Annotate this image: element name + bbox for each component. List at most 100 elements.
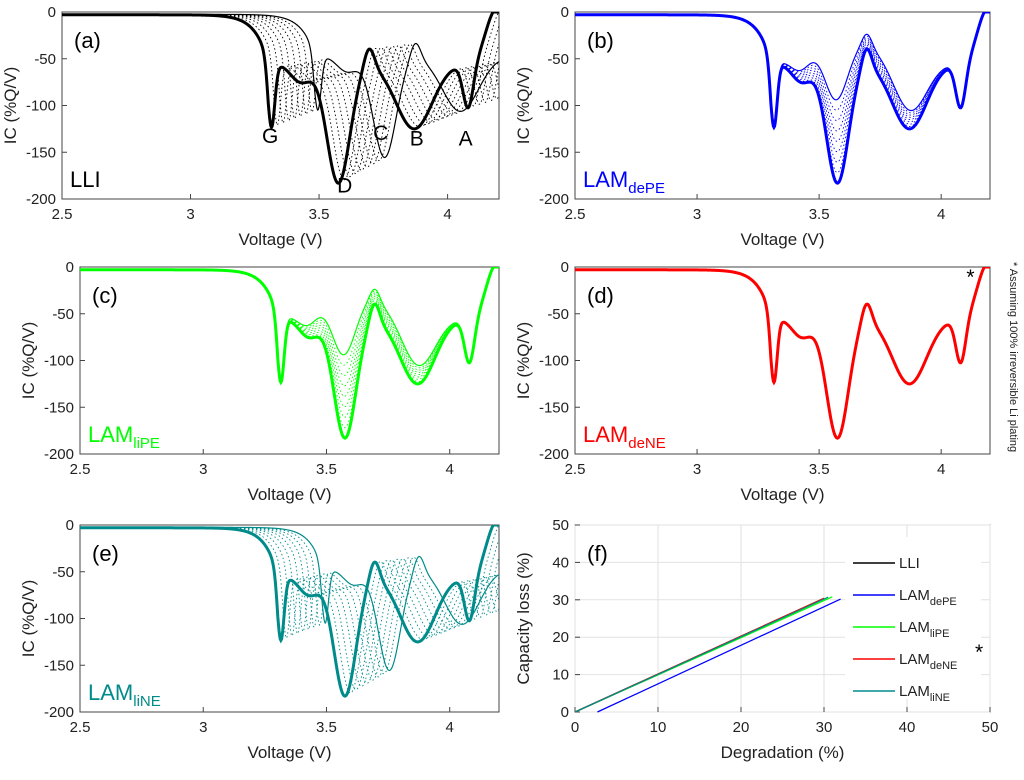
ic-curve-pristine <box>575 12 990 185</box>
x-tick-label: 3 <box>186 206 194 223</box>
y-axis-label: IC (%Q/V) <box>514 67 533 144</box>
y-tick-label: -50 <box>547 51 569 68</box>
x-tick-label: 2.5 <box>52 206 73 223</box>
x-axis-label: Voltage (V) <box>247 485 331 504</box>
y-axis-label: Capacity loss (%) <box>514 552 533 684</box>
x-axis-label: Voltage (V) <box>740 485 824 504</box>
legend-entry-main: LAM <box>899 587 930 604</box>
ic-curve-aged <box>80 527 499 687</box>
capacity-line <box>574 596 829 713</box>
legend-entry: LAMliPE <box>899 619 949 640</box>
x-tick-label: 3 <box>199 719 207 736</box>
series-group <box>62 12 499 185</box>
footnote: * Assuming 100% irreversible Li plating <box>1007 262 1019 452</box>
ic-curve-pristine <box>80 267 499 440</box>
ic-curve-aged <box>80 267 499 381</box>
panel-label: (d) <box>587 283 614 308</box>
series-group <box>80 525 499 698</box>
x-axis-label: Voltage (V) <box>238 230 322 249</box>
plot-frame <box>61 11 500 200</box>
panel-label: (a) <box>74 28 101 53</box>
panel-f: 0 10 20 30 40 50 0 10 20 30 40 50 Degradation (%) Cap… <box>514 517 998 762</box>
series-label-sub: liNE <box>133 693 161 710</box>
plot-frame <box>574 11 991 200</box>
legend-entry-main: LAM <box>899 683 930 700</box>
y-axis-label: IC (%Q/V) <box>19 580 38 657</box>
x-tick-label: 3.5 <box>316 461 337 478</box>
panel-label: (b) <box>587 28 614 53</box>
peak-label: D <box>337 174 352 197</box>
x-tick-label: 3 <box>693 461 701 478</box>
y-tick-label: -150 <box>44 399 74 416</box>
y-tick-label: -100 <box>44 353 74 370</box>
ic-curve-aged <box>80 267 499 408</box>
ic-curve-pristine <box>575 267 990 440</box>
legend-entry-main: LAM <box>899 651 930 668</box>
x-tick-label: 40 <box>899 719 916 736</box>
y-tick-label: -200 <box>539 446 569 463</box>
x-axis-label: Degradation (%) <box>721 743 845 762</box>
star-marker: * <box>966 266 974 289</box>
peak-label: B <box>410 128 424 151</box>
capacity-line <box>597 598 841 713</box>
series-group <box>80 267 499 440</box>
legend-entry: LAMliNE <box>899 683 950 704</box>
legend-entry-sub: deNE <box>930 660 958 672</box>
ic-curve-aged <box>80 525 499 694</box>
series-label-sub: liPE <box>133 435 160 452</box>
y-tick-label: -100 <box>44 611 74 628</box>
x-tick-label: 4 <box>446 719 454 736</box>
series-label-main: LAM <box>583 422 628 447</box>
legend-entry-sub: liNE <box>930 692 950 704</box>
x-tick-label: 2.5 <box>70 461 91 478</box>
y-tick-label: -200 <box>539 191 569 208</box>
y-tick-label: -200 <box>44 446 74 463</box>
legend-entry-main: LAM <box>899 619 930 636</box>
y-tick-label: 40 <box>552 554 569 571</box>
y-tick-label: -100 <box>539 353 569 370</box>
y-tick-label: 0 <box>48 4 56 21</box>
y-axis-label: IC (%Q/V) <box>514 322 533 399</box>
legend-entry: LAMdePE <box>899 587 957 608</box>
plot-frame <box>79 266 500 455</box>
series-label-main: LAM <box>88 422 133 447</box>
series-group <box>575 12 990 185</box>
y-tick-label: -50 <box>52 306 74 323</box>
series-group <box>575 267 990 440</box>
y-tick-label: 0 <box>66 517 74 534</box>
panel-label: (f) <box>587 541 608 566</box>
legend-entry-sub: liPE <box>930 628 950 640</box>
series-label: LAMliNE <box>88 680 161 710</box>
y-tick-label: -150 <box>44 657 74 674</box>
x-tick-label: 3 <box>199 461 207 478</box>
series-label: LAMdePE <box>583 167 665 197</box>
series-label: LAMliPE <box>88 422 160 452</box>
x-axis-label: Voltage (V) <box>740 230 824 249</box>
y-tick-label: -200 <box>26 191 56 208</box>
x-tick-label: 30 <box>816 719 833 736</box>
y-tick-label: -200 <box>44 704 74 721</box>
ic-curve-pristine <box>62 12 499 185</box>
series-label-main: LAM <box>88 680 133 705</box>
y-tick-label: -50 <box>52 564 74 581</box>
peak-label: A <box>459 128 473 151</box>
y-axis-label: IC (%Q/V) <box>1 67 20 144</box>
y-tick-label: 0 <box>561 4 569 21</box>
x-tick-label: 4 <box>937 461 945 478</box>
x-tick-label: 10 <box>650 719 667 736</box>
peak-label: C <box>373 122 388 145</box>
panel-b: 2.5 3 3.5 4 0 -50 -100 -150 -200 Voltage (V) IC (%… <box>514 4 991 249</box>
y-tick-label: -100 <box>26 98 56 115</box>
x-tick-label: 3.5 <box>316 719 337 736</box>
panel-a: 2.5 3 3.5 4 0 -50 -100 -150 -200 Voltage (V) IC (%… <box>1 4 500 249</box>
x-tick-label: 4 <box>937 206 945 223</box>
x-tick-label: 4 <box>446 461 454 478</box>
ic-curve-aged <box>80 527 499 681</box>
series-label: LLI <box>70 167 101 192</box>
y-tick-label: -50 <box>547 306 569 323</box>
legend-entry-main: LLI <box>899 555 920 572</box>
series-label-sub: deNE <box>628 435 666 452</box>
y-tick-label: -100 <box>539 98 569 115</box>
